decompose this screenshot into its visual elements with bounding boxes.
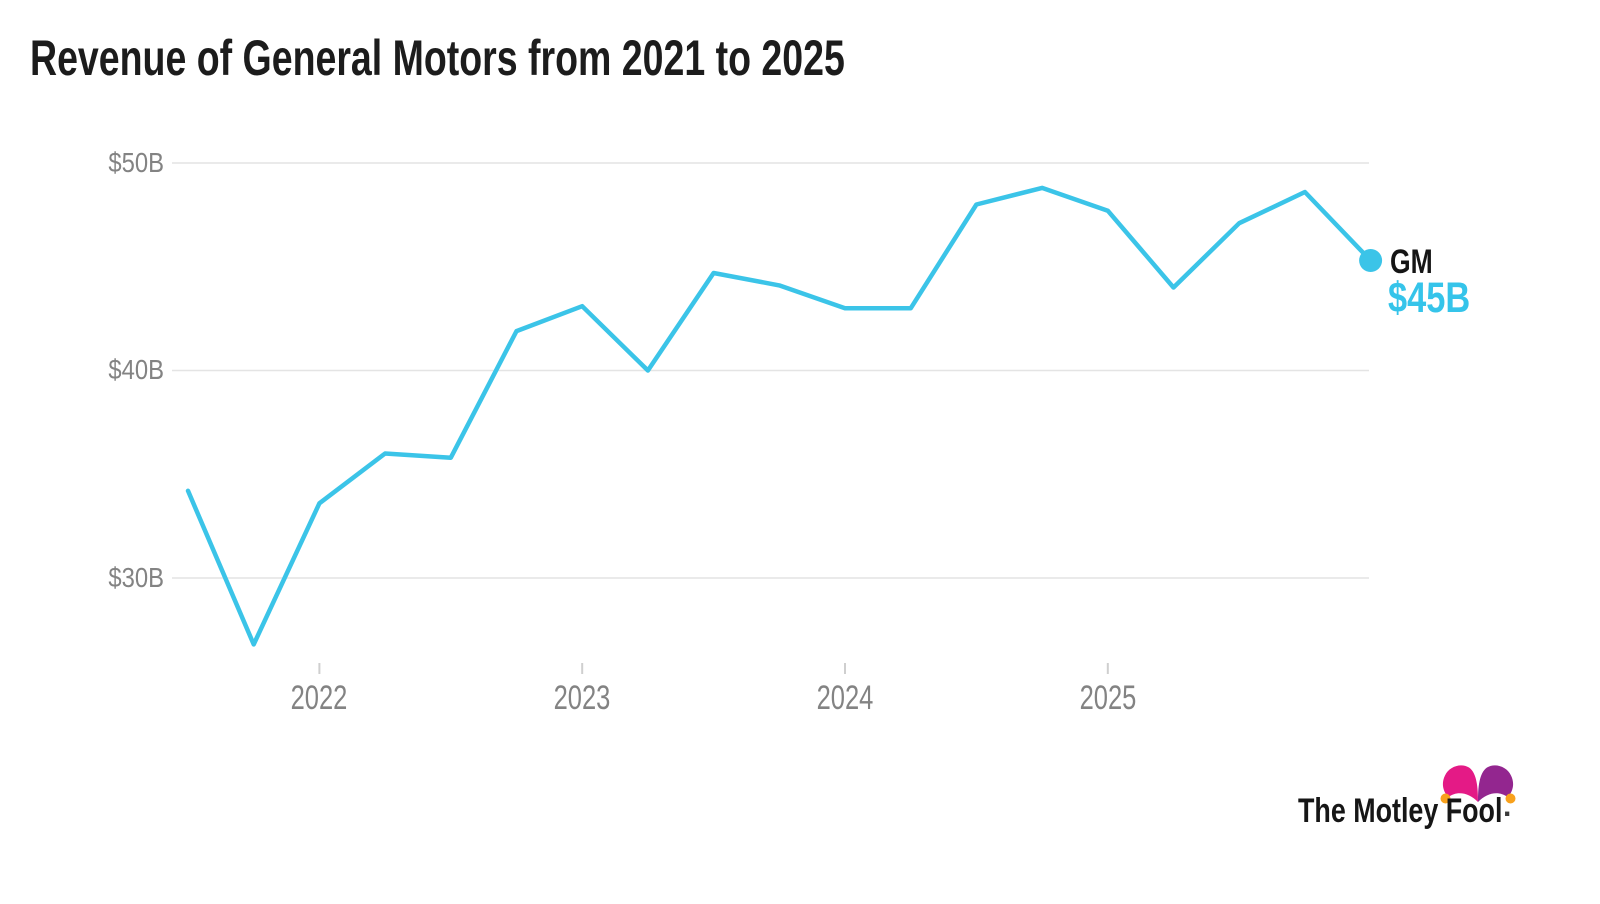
- x-axis-label: 2025: [1079, 679, 1137, 717]
- y-axis-label: $30B: [108, 562, 164, 593]
- y-axis-label: $50B: [108, 147, 164, 178]
- series-end-label: GM: [1390, 243, 1433, 281]
- x-axis-label: 2024: [816, 679, 874, 717]
- x-axis-label: 2023: [553, 679, 611, 717]
- revenue-line: [185, 185, 1373, 647]
- end-point-dot: [1359, 249, 1383, 272]
- chart-title: Revenue of General Motors from 2021 to 2…: [30, 30, 845, 86]
- series-end-value: $45B: [1388, 274, 1471, 322]
- y-axis-label: $40B: [108, 354, 164, 385]
- x-axis-label: 2022: [290, 679, 348, 717]
